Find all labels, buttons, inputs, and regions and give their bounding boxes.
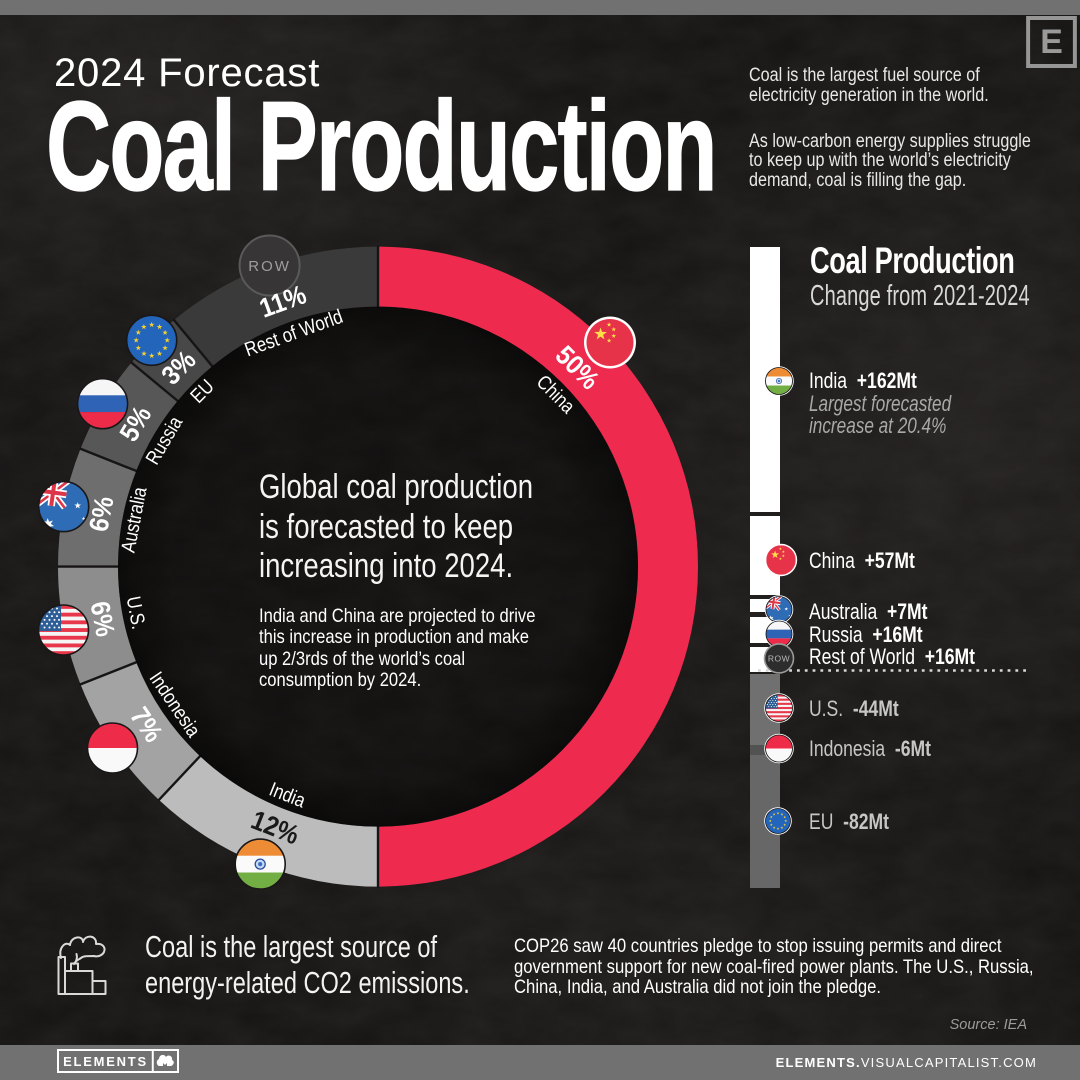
svg-text:ROW: ROW (768, 653, 790, 663)
svg-text:ROW: ROW (248, 258, 291, 275)
